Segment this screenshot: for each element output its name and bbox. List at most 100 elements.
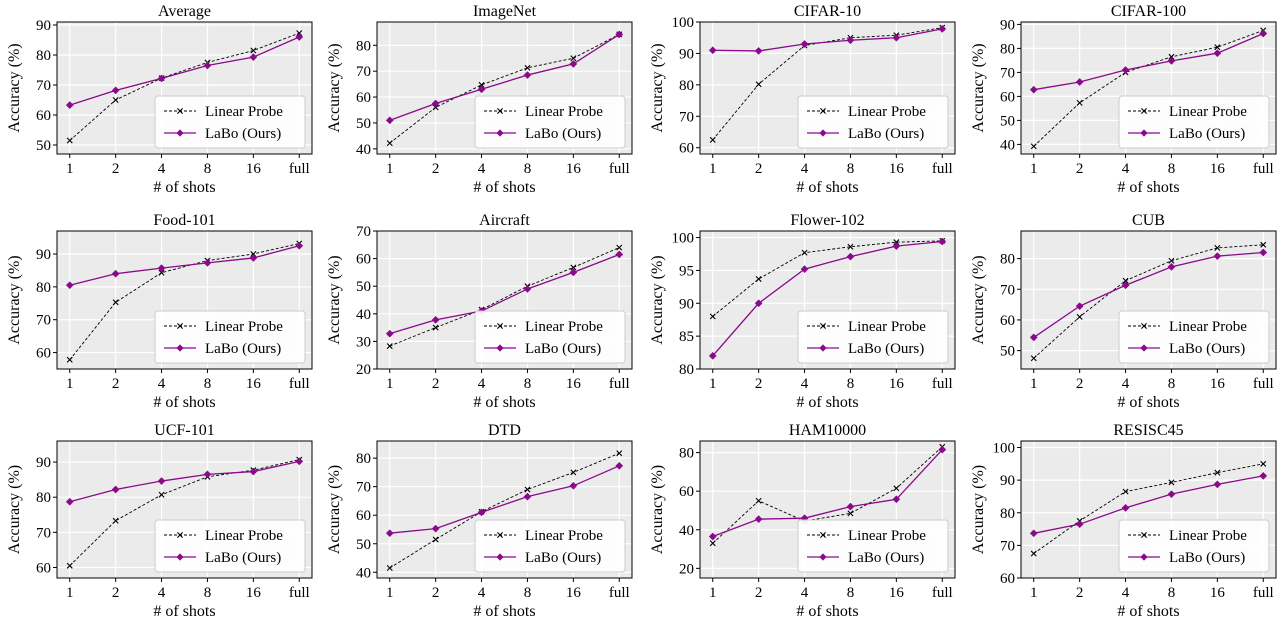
legend-labo-marker [176, 553, 184, 561]
legend-labo-marker [176, 344, 184, 352]
legend: Linear Probe LaBo (Ours) [1118, 95, 1270, 149]
x-tick-label: 16 [566, 161, 582, 177]
labo-point [892, 495, 901, 504]
linear-probe-point [1214, 469, 1221, 476]
subplot-title: RESISC45 [1113, 422, 1183, 439]
plot-frame [376, 21, 633, 155]
subplot-aircraft: 20 30 40 50 60 70 1 2 4 8 16 full Aircraft # of shots… [326, 212, 633, 411]
legend: Linear Probe LaBo (Ours) [797, 519, 949, 573]
y-tick-label: 60 [36, 560, 51, 576]
x-tick-label: 1 [1030, 376, 1038, 392]
y-tick-label: 70 [356, 64, 371, 80]
subplot-title: HAM10000 [789, 422, 866, 439]
labo-point [157, 477, 166, 485]
labo-point [203, 258, 212, 267]
linear-probe-line [389, 452, 620, 569]
y-axis-label: Accuracy (%) [326, 465, 343, 554]
x-tick-label: 4 [158, 161, 166, 177]
legend-linear-probe-marker [1141, 532, 1147, 538]
legend-labo-label: LaBo (Ours) [205, 550, 281, 566]
plot-frame [1020, 440, 1277, 579]
y-tick-label: 50 [356, 279, 371, 295]
x-tick-label: 4 [1122, 585, 1130, 601]
labo-point [157, 264, 166, 273]
labo-line [389, 33, 620, 121]
subplot-title: Average [158, 3, 211, 20]
plot-frame [56, 440, 313, 579]
legend-labo-marker [496, 344, 504, 352]
linear-probe-point [158, 269, 165, 276]
x-tick-label: full [1253, 585, 1274, 601]
linear-probe-point [570, 469, 577, 476]
y-tick-label: 60 [356, 252, 371, 268]
y-tick-label: 80 [356, 38, 371, 54]
labo-point [295, 457, 304, 466]
labo-line [69, 460, 300, 503]
legend-linear-probe-marker [820, 108, 826, 114]
x-tick-label: 16 [1210, 585, 1226, 601]
labo-point [708, 532, 717, 541]
x-tick-label: 16 [889, 161, 905, 177]
linear-probe-point [709, 540, 716, 547]
legend-labo-marker [819, 129, 827, 137]
subplot-title: Food-101 [153, 212, 215, 229]
labo-point [1259, 29, 1268, 38]
labo-point [111, 86, 120, 95]
labo-point [846, 36, 855, 45]
y-tick-label: 90 [1000, 17, 1015, 33]
y-tick-label: 20 [679, 561, 694, 577]
linear-probe-point [1122, 488, 1129, 495]
x-tick-label: 8 [524, 161, 532, 177]
y-tick-label: 70 [356, 224, 371, 240]
x-tick-label: 1 [386, 161, 394, 177]
linear-probe-point [1214, 244, 1221, 251]
legend-linear-probe-label: Linear Probe [525, 528, 603, 544]
x-tick-label: 16 [246, 161, 262, 177]
y-tick-label: 60 [36, 346, 51, 362]
linear-probe-point [1260, 241, 1267, 248]
legend-box [154, 310, 306, 364]
legend: Linear Probe LaBo (Ours) [154, 95, 306, 149]
x-tick-label: 8 [1168, 376, 1176, 392]
labo-point [938, 237, 947, 246]
legend-linear-probe-marker [497, 323, 503, 329]
linear-probe-line [69, 459, 300, 567]
legend-labo-label: LaBo (Ours) [1169, 550, 1245, 566]
linear-probe-point [709, 136, 716, 143]
subplot-title: CIFAR-100 [1111, 3, 1186, 20]
labo-point [431, 315, 440, 324]
labo-line [389, 465, 620, 534]
x-tick-label: 2 [112, 376, 120, 392]
linear-probe-point [524, 64, 531, 71]
labo-point [1259, 248, 1268, 257]
linear-probe-point [250, 47, 257, 54]
legend-labo-marker [1140, 129, 1148, 137]
x-tick-label: 16 [1210, 161, 1226, 177]
x-tick-label: full [289, 376, 310, 392]
legend-box [797, 310, 949, 364]
legend-labo-label: LaBo (Ours) [205, 126, 281, 142]
legend: Linear Probe LaBo (Ours) [474, 95, 626, 149]
linear-probe-point [432, 324, 439, 331]
legend-linear-probe-label: Linear Probe [848, 528, 926, 544]
legend: Linear Probe LaBo (Ours) [1118, 519, 1270, 573]
x-axis-label: # of shots [1117, 394, 1179, 411]
labo-point [569, 268, 578, 277]
labo-point [249, 253, 258, 262]
legend-labo-marker [176, 129, 184, 137]
x-axis-label: # of shots [796, 179, 858, 196]
linear-probe-point [1214, 44, 1221, 51]
legend-box [154, 519, 306, 573]
y-tick-label: 90 [679, 46, 694, 62]
labo-point [1029, 529, 1038, 538]
legend-linear-probe-label: Linear Probe [205, 319, 283, 335]
labo-line [712, 28, 943, 52]
linear-probe-line [712, 240, 943, 317]
legend-linear-probe-marker [177, 323, 183, 329]
legend-linear-probe-marker [497, 108, 503, 114]
legend-labo-marker [1140, 344, 1148, 352]
linear-probe-point [1168, 257, 1175, 264]
legend-labo-label: LaBo (Ours) [205, 341, 281, 357]
linear-probe-line [69, 243, 300, 361]
linear-probe-point [386, 565, 393, 571]
